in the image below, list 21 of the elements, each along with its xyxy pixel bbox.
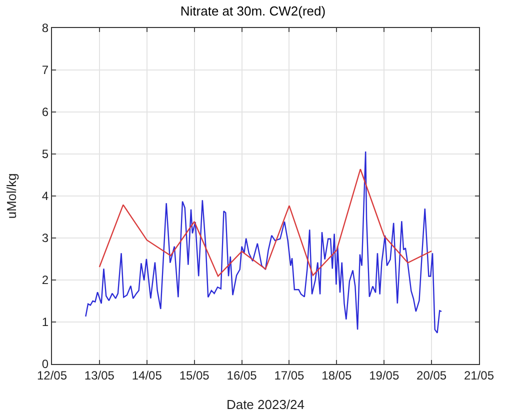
x-tick-label: 14/05 [132,368,162,382]
y-tick-label: 4 [42,189,49,204]
x-tick-label: 15/05 [179,368,210,382]
y-tick-label: 3 [42,231,49,246]
x-tick-label: 18/05 [322,368,352,382]
x-axis-title: Date 2023/24 [226,397,305,412]
chart-title: Nitrate at 30m. CW2(red) [180,3,326,18]
y-tick-label: 1 [42,315,49,330]
x-tick-label: 19/05 [369,368,400,382]
x-tick-label: 17/05 [274,368,305,382]
x-tick-label: 20/05 [416,368,447,382]
y-tick-label: 7 [42,63,49,78]
y-tick-label: 5 [42,147,49,162]
x-tick-label: 13/05 [84,368,115,382]
x-tick-label: 16/05 [226,368,258,382]
y-axis-title: uMol/kg [4,173,19,219]
y-tick-label: 2 [42,273,49,288]
line-series [98,168,432,277]
x-tick-label: 21/05 [464,368,494,382]
y-tick-label: 8 [42,21,49,36]
y-tick-label: 6 [42,105,49,120]
